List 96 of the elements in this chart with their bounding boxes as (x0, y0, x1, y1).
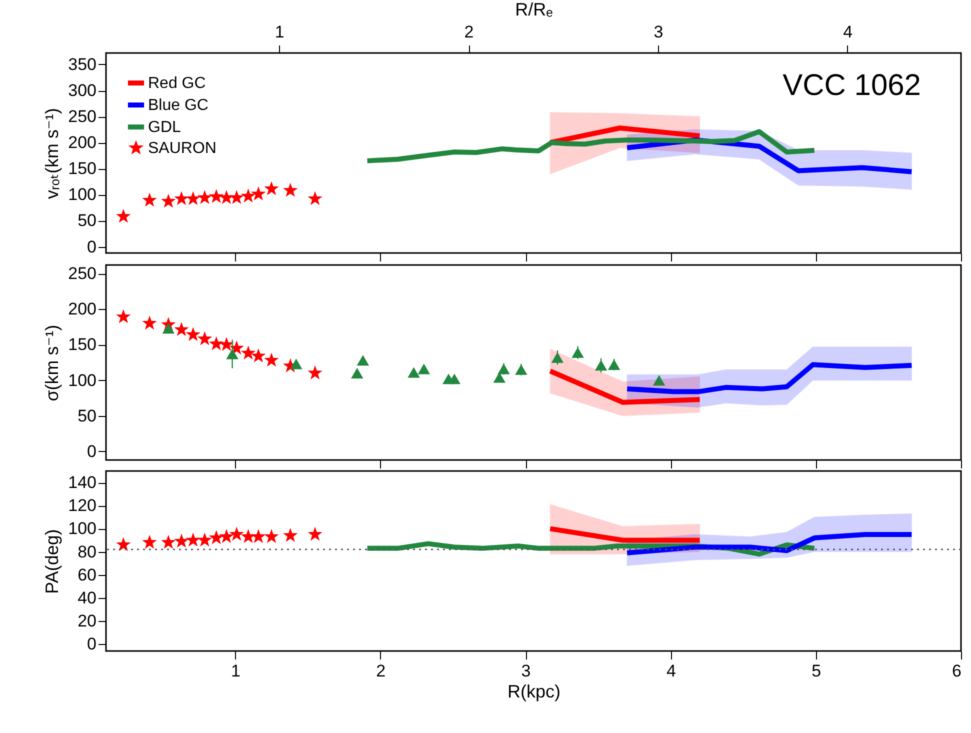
point (229, 190, 244, 204)
x-tick-label: 1 (230, 662, 240, 680)
y-tick-label: 20 (78, 612, 96, 630)
point (251, 348, 266, 362)
point (142, 192, 157, 207)
point (264, 181, 279, 196)
y-tick-label: 250 (68, 107, 96, 126)
point (290, 358, 302, 370)
point (142, 316, 157, 330)
point (608, 359, 620, 370)
point (308, 191, 322, 206)
x2-tick-label: 4 (843, 22, 853, 42)
point (208, 530, 224, 544)
point (308, 365, 322, 380)
point (161, 534, 176, 549)
point (240, 346, 256, 360)
point (418, 364, 430, 374)
point (652, 374, 666, 386)
y-axis-title: PA(deg) (42, 529, 62, 594)
point (251, 186, 266, 200)
point (186, 327, 200, 342)
y-tick-label: 200 (68, 133, 96, 152)
x2-tick-label: 2 (464, 22, 474, 42)
point (240, 188, 256, 202)
point (264, 352, 279, 367)
y-axis-title: σ(km s⁻¹) (42, 324, 62, 402)
point (229, 526, 244, 541)
y-tick-label: 0 (87, 634, 96, 654)
point (448, 374, 461, 384)
x2-axis-title: R/Rₑ (515, 0, 554, 20)
point (282, 528, 298, 542)
point (161, 194, 176, 208)
y-tick-label: 150 (68, 159, 96, 178)
x-axis-title: R(kpc) (508, 682, 560, 702)
y-tick-label: 350 (68, 54, 96, 74)
point (219, 336, 234, 351)
y-tick-label: 250 (68, 264, 96, 284)
point (408, 367, 420, 378)
point (240, 529, 256, 544)
y-tick-label: 0 (87, 442, 96, 461)
point (594, 360, 608, 371)
y-tick-label: 50 (78, 406, 96, 426)
legend-label: GDL (148, 119, 181, 136)
y-tick-label: 40 (78, 588, 96, 608)
point (551, 352, 564, 363)
point (282, 182, 298, 197)
point (162, 323, 175, 334)
point (186, 191, 200, 206)
x-tick-label: 3 (521, 662, 531, 680)
y-tick-label: 80 (78, 542, 96, 562)
annotation: VCC 1062 (782, 69, 921, 102)
point (264, 529, 279, 544)
y-tick-label: 60 (78, 565, 96, 584)
point (515, 364, 528, 375)
x-tick-label: 6 (952, 662, 962, 680)
point (219, 529, 234, 544)
point (226, 348, 238, 360)
point (219, 190, 234, 204)
point (208, 189, 224, 204)
x2-tick-label: 1 (274, 22, 284, 42)
point (197, 190, 212, 204)
y-axis-title: vᵣₒₜ(km s⁻¹) (42, 108, 62, 199)
x-tick-label: 2 (376, 662, 386, 680)
point (116, 537, 131, 552)
point (186, 532, 200, 546)
point (498, 364, 510, 374)
legend-label: Red GC (148, 75, 206, 92)
legend-label: Blue GC (148, 97, 208, 114)
point (251, 529, 266, 544)
y-tick-label: 100 (68, 519, 96, 538)
x-tick-label: 4 (666, 662, 676, 680)
y-tick-label: 200 (68, 300, 96, 319)
point (116, 208, 131, 223)
y-tick-label: 0 (87, 237, 96, 256)
point (351, 368, 364, 378)
point (116, 309, 131, 324)
legend-label: SAURON (148, 140, 216, 157)
point (208, 336, 224, 350)
y-tick-label: 140 (68, 473, 96, 492)
point (197, 532, 212, 546)
y-tick-label: 50 (78, 211, 96, 230)
y-tick-label: 100 (68, 370, 96, 390)
point (308, 526, 322, 541)
y-tick-label: 300 (68, 81, 96, 100)
point (356, 355, 370, 366)
x2-tick-label: 3 (654, 22, 664, 42)
x-tick-label: 5 (812, 662, 822, 680)
point (174, 322, 189, 336)
y-tick-label: 100 (68, 185, 96, 204)
y-tick-label: 150 (68, 335, 96, 354)
point (174, 534, 189, 548)
y-tick-label: 120 (68, 496, 96, 516)
point (174, 191, 189, 206)
point (142, 534, 157, 549)
point (197, 331, 212, 346)
point (572, 347, 584, 358)
